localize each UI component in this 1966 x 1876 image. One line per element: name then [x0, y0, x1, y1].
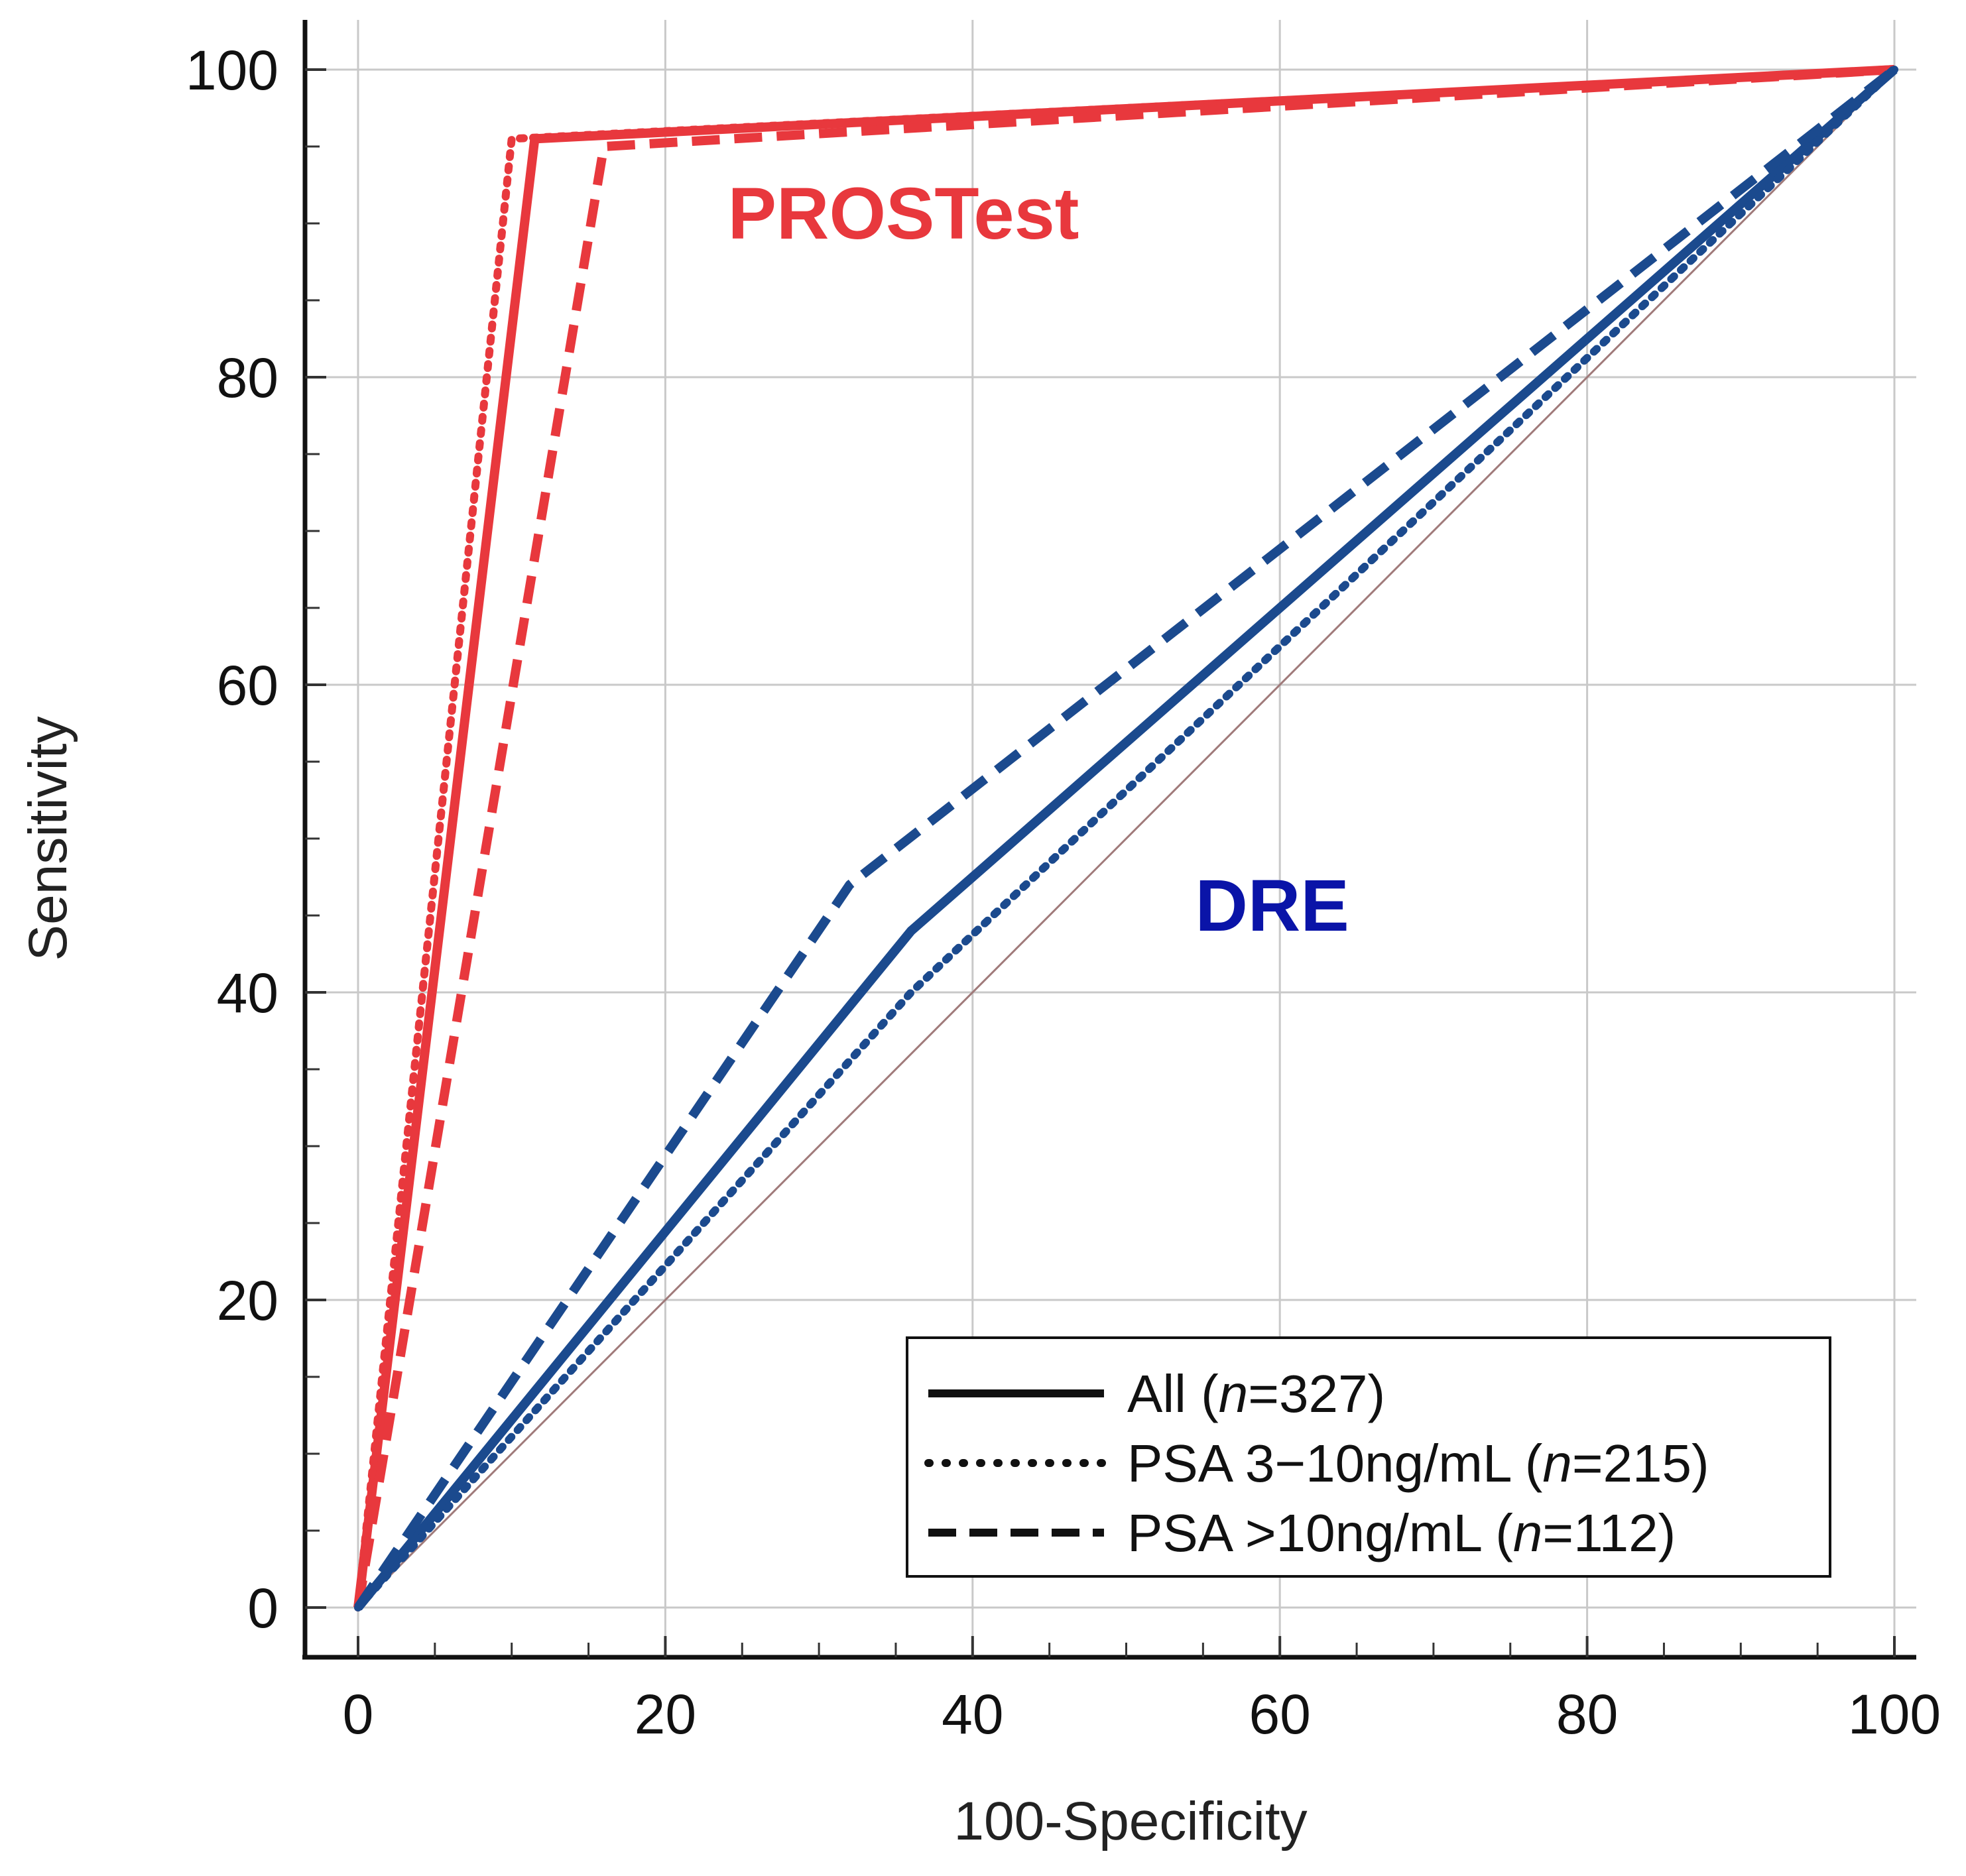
- legend-label-text: PSA 3−10ng/mL (: [1127, 1434, 1543, 1493]
- y-tick-label: 40: [217, 962, 278, 1024]
- legend-label-end: =327): [1248, 1364, 1385, 1423]
- x-tick-label: 20: [635, 1683, 696, 1745]
- annotation-dre: DRE: [1195, 865, 1349, 947]
- y-tick-label: 0: [247, 1577, 278, 1639]
- series-line-dre-dotted: [354, 66, 1898, 1612]
- legend-label-text: All (: [1127, 1364, 1219, 1423]
- x-tick-label: 0: [343, 1683, 374, 1745]
- legend-entries: All (n=327)PSA 3−10ng/mL (n=215)PSA >10n…: [924, 1364, 1709, 1562]
- y-tick-label: 80: [217, 347, 278, 409]
- series-line-dre-solid: [354, 66, 1898, 1611]
- legend: All (n=327)PSA 3−10ng/mL (n=215)PSA >10n…: [906, 1336, 1831, 1578]
- legend-label-dotted: PSA 3−10ng/mL (n=215): [1127, 1434, 1709, 1493]
- legend-label-dashed: PSA >10ng/mL (n=112): [1127, 1503, 1676, 1562]
- x-axis-label: 100-Specificity: [953, 1791, 1307, 1851]
- x-tick-label: 80: [1556, 1683, 1618, 1745]
- reference-line: [357, 68, 1896, 1609]
- annotations: PROSTest DRE: [728, 173, 1349, 947]
- y-tick-label: 100: [186, 39, 278, 101]
- legend-label-italic: n: [1542, 1434, 1572, 1493]
- y-axis-label: Sensitivity: [18, 716, 78, 961]
- legend-label-text: PSA >10ng/mL (: [1127, 1503, 1513, 1562]
- reference-diagonal: [357, 68, 1896, 1609]
- tick-labels: 0 20 40 60 80 100 0 20 40 60 80 100: [186, 39, 1941, 1745]
- series-lines: [353, 65, 1898, 1612]
- y-tick-label: 20: [217, 1269, 278, 1332]
- series-line-prostest-dashed: [353, 65, 1895, 1609]
- legend-label-italic: n: [1513, 1503, 1543, 1562]
- legend-label-italic: n: [1219, 1364, 1249, 1423]
- ticks: [305, 68, 1896, 1657]
- x-tick-label: 60: [1249, 1683, 1310, 1745]
- y-tick-label: 60: [217, 654, 278, 717]
- legend-label-end: =215): [1572, 1434, 1709, 1493]
- x-tick-label: 100: [1848, 1683, 1941, 1745]
- annotation-prostest: PROSTest: [728, 173, 1079, 255]
- series-line-dre-dashed: [354, 66, 1898, 1610]
- x-tick-label: 40: [942, 1683, 1003, 1745]
- legend-label-end: =112): [1542, 1503, 1676, 1562]
- legend-label-solid: All (n=327): [1127, 1364, 1385, 1423]
